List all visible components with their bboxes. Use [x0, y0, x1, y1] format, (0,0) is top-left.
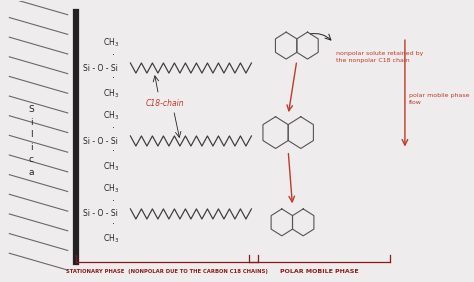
- Text: ·: ·: [111, 196, 115, 206]
- Text: ·: ·: [111, 146, 115, 156]
- Text: Si - O - Si: Si - O - Si: [83, 63, 118, 72]
- Text: POLAR MOBILE PHASE: POLAR MOBILE PHASE: [280, 269, 359, 274]
- Text: STATIONARY PHASE  (NONPOLAR DUE TO THE CARBON C18 CHAINS): STATIONARY PHASE (NONPOLAR DUE TO THE CA…: [66, 269, 268, 274]
- Text: CH$_3$: CH$_3$: [103, 109, 119, 122]
- Text: CH$_3$: CH$_3$: [103, 182, 119, 195]
- Text: CH$_3$: CH$_3$: [103, 37, 119, 49]
- Text: Si - O - Si: Si - O - Si: [83, 136, 118, 146]
- Text: nonpolar solute retained by
the nonpolar C18 chain: nonpolar solute retained by the nonpolar…: [336, 51, 423, 63]
- Text: ·: ·: [111, 123, 115, 133]
- Text: CH$_3$: CH$_3$: [103, 87, 119, 100]
- Text: S
i
l
i
c
a: S i l i c a: [28, 105, 34, 177]
- Text: Si - O - Si: Si - O - Si: [83, 210, 118, 219]
- Text: ·: ·: [111, 219, 115, 229]
- Text: C18-chain: C18-chain: [146, 99, 184, 108]
- Text: polar mobile phase
flow: polar mobile phase flow: [409, 93, 470, 105]
- Text: CH$_3$: CH$_3$: [103, 233, 119, 245]
- Text: ·: ·: [111, 73, 115, 83]
- Text: CH$_3$: CH$_3$: [103, 160, 119, 173]
- Text: ·: ·: [111, 50, 115, 60]
